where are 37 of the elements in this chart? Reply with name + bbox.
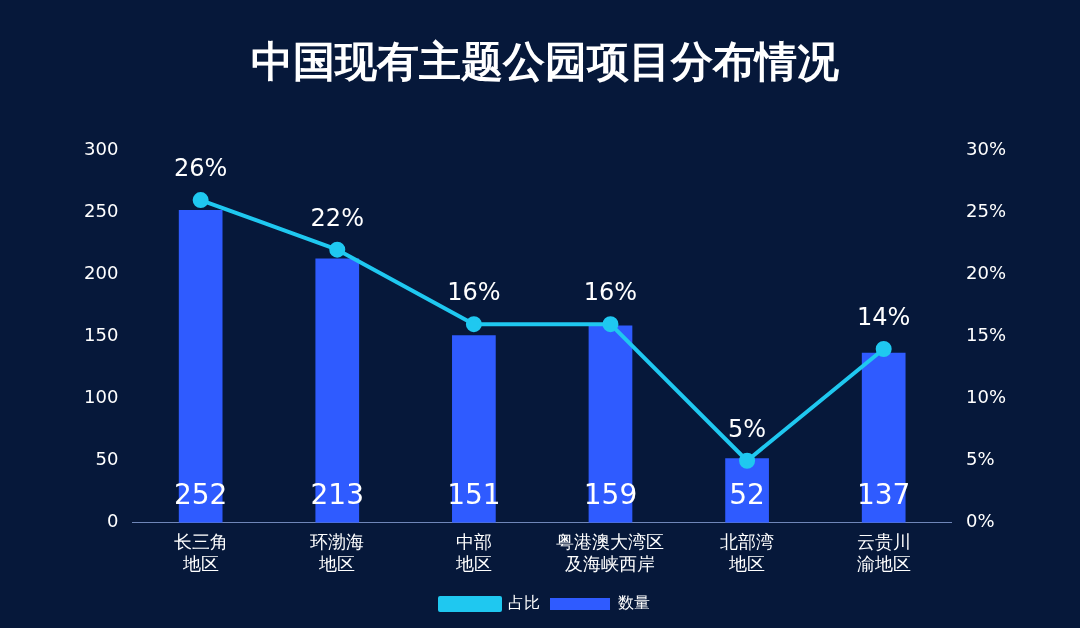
x-tick-label: 北部湾地区 xyxy=(720,531,775,574)
y-tick-label: 200 xyxy=(84,262,119,284)
y-tick-label: 300 xyxy=(84,138,119,160)
x-tick-label: 中部地区 xyxy=(454,531,492,574)
point xyxy=(875,341,892,358)
y2-tick-label: 10% xyxy=(965,386,1007,408)
data-label: 5% xyxy=(728,414,767,443)
data-label: 16% xyxy=(447,278,501,307)
x-tick-label: 环渤海地区 xyxy=(310,531,365,574)
y2-tick-label: 0% xyxy=(965,510,995,532)
y2-tick-label: 20% xyxy=(965,262,1007,284)
point xyxy=(602,316,619,333)
y-tick-label: 50 xyxy=(95,448,119,470)
x-tick-label: 云贵川渝地区 xyxy=(856,531,911,574)
chart-title: 中国现有主题公园项目分布情况 xyxy=(251,37,839,87)
point xyxy=(192,192,209,209)
y2-tick-label: 15% xyxy=(965,324,1007,346)
y2-tick-label: 25% xyxy=(965,200,1007,222)
legend-label: 数量 xyxy=(618,593,650,613)
y-tick-label: 0 xyxy=(106,510,119,532)
y-tick-label: 150 xyxy=(84,324,119,346)
y-tick-label: 100 xyxy=(84,386,119,408)
data-label: 52 xyxy=(729,478,765,512)
y2-tick-label: 5% xyxy=(965,448,995,470)
point xyxy=(465,316,482,333)
data-label: 22% xyxy=(310,203,364,232)
data-label: 16% xyxy=(583,278,638,307)
data-label: 26% xyxy=(173,154,228,183)
bar xyxy=(178,209,223,523)
legend-label: 占比 xyxy=(508,593,540,613)
data-label: 14% xyxy=(857,303,911,332)
point xyxy=(739,452,756,469)
y2-tick-label: 30% xyxy=(965,138,1007,160)
x-tick-label: 长三角地区 xyxy=(173,531,228,574)
y-tick-label: 250 xyxy=(84,200,119,222)
point xyxy=(329,241,346,258)
x-tick-label: 粤港澳大湾区及海峡西岸 xyxy=(556,531,665,574)
